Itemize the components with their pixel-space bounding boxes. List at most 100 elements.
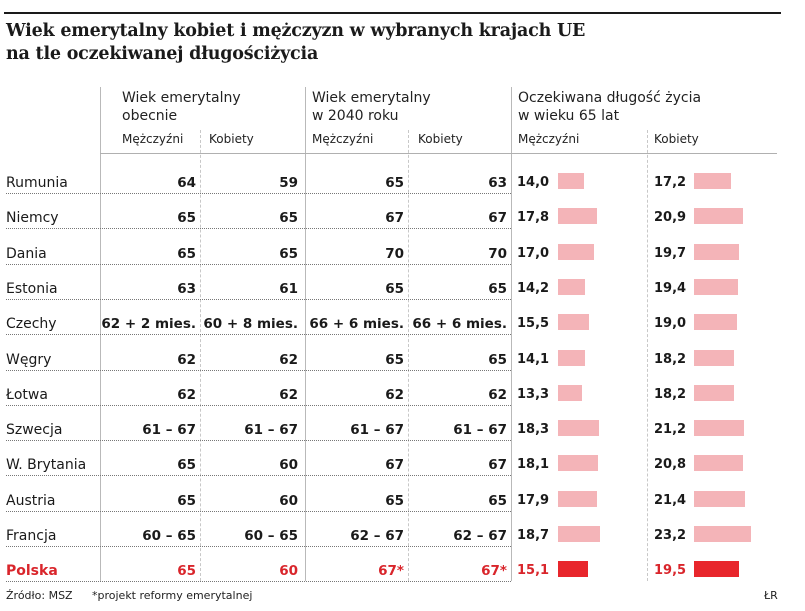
life-expectancy-men-bar	[558, 243, 595, 260]
retirement-age-women-current: 60 – 65	[244, 528, 298, 544]
life-expectancy-men-value: 15,5	[517, 316, 550, 332]
life-expectancy-women-value: 20,8	[654, 457, 687, 473]
life-expectancy-men-value: 14,0	[517, 175, 550, 190]
chart-title-line-1: Wiek emerytalny kobiet i mężczyzn w wybr…	[6, 21, 586, 41]
row-leader	[6, 475, 511, 477]
table-row: Łotwa 62 62 62 62 13,3 18,2	[0, 384, 805, 421]
table-row: Czechy 62 + 2 mies. 60 + 8 mies. 66 + 6 mie…	[0, 314, 805, 350]
retirement-age-men-current: 63	[177, 280, 196, 297]
retirement-age-women-2040: 61 – 67	[453, 422, 507, 439]
retirement-age-women-current: 62	[279, 386, 298, 403]
row-leader	[6, 193, 511, 194]
retirement-age-men-2040: 65	[385, 492, 404, 509]
life-expectancy-women-bar	[694, 208, 744, 225]
life-expectancy-women-bar	[694, 349, 735, 366]
chart-title: Wiek emerytalny kobiet i mężczyzn w wybr…	[6, 20, 776, 66]
country-name: Węgry	[6, 351, 52, 368]
retirement-age-women-2040: 65	[488, 280, 507, 297]
chart-title-line-2: na tle oczekiwanej długościżycia	[6, 44, 319, 64]
retirement-age-men-2040: 62	[385, 386, 404, 403]
retirement-age-men-current: 62	[177, 386, 196, 403]
group-header-2040: Wiek emerytalny w 2040 roku	[312, 89, 431, 125]
retirement-age-men-2040: 65	[385, 351, 404, 368]
row-leader	[6, 263, 511, 265]
retirement-age-women-2040: 66 + 6 mies.	[412, 316, 507, 333]
retirement-age-women-current: 62	[279, 351, 298, 368]
life-expectancy-men-value: 14,1	[517, 351, 550, 367]
table-row: Francja 60 – 65 60 – 65 62 – 67 62 – 67 18,7 2…	[0, 526, 805, 562]
life-expectancy-men-value: 18,7	[517, 528, 550, 543]
retirement-age-women-current: 60	[279, 563, 298, 580]
life-expectancy-men-bar	[558, 208, 597, 225]
retirement-age-women-current: 60	[279, 492, 298, 509]
life-expectancy-men-bar	[558, 420, 599, 437]
table-row: W. Brytania 65 60 67 67 18,1 20,8	[0, 455, 805, 491]
country-name: Polska	[6, 563, 58, 580]
row-leader	[6, 404, 511, 406]
retirement-age-men-2040: 65	[385, 175, 404, 191]
row-leader	[6, 228, 511, 230]
row-leader	[6, 510, 511, 512]
column-divider	[511, 87, 512, 581]
life-expectancy-women-bar	[694, 420, 745, 437]
retirement-age-women-2040: 67	[488, 210, 507, 227]
life-expectancy-women-value: 19,4	[654, 280, 687, 296]
life-expectancy-men-value: 14,2	[517, 280, 550, 296]
column-divider	[100, 87, 101, 581]
retirement-age-women-current: 59	[279, 175, 298, 191]
column-divider	[408, 130, 409, 581]
life-expectancy-women-bar	[694, 490, 745, 507]
group-header-current-line-1: Wiek emerytalny	[122, 90, 241, 106]
life-expectancy-women-value: 21,4	[654, 492, 687, 508]
country-name: W. Brytania	[6, 457, 87, 474]
group-header-2040-line-2: w 2040 roku	[312, 108, 399, 124]
group-header-life-line-2: w wieku 65 lat	[518, 108, 620, 124]
retirement-age-men-2040: 62 – 67	[350, 528, 404, 544]
country-name: Austria	[6, 492, 56, 509]
retirement-age-women-2040: 67*	[481, 563, 507, 580]
retirement-age-men-2040: 67*	[378, 563, 404, 580]
table-row: Austria 65 60 65 65 17,9 21,4	[0, 490, 805, 527]
subheader-women-current: Kobiety	[209, 132, 254, 146]
footer-note: *projekt reformy emerytalnej	[92, 589, 253, 602]
life-expectancy-men-value: 18,3	[517, 422, 550, 438]
group-header-life-expectancy: Oczekiwana długość życia w wieku 65 lat	[518, 89, 701, 125]
country-name: Szwecja	[6, 422, 63, 439]
life-expectancy-women-value: 19,5	[654, 563, 687, 579]
table-row: Węgry 62 62 65 65 14,1 18,2	[0, 349, 805, 386]
life-expectancy-women-bar	[694, 526, 751, 542]
column-divider	[200, 130, 201, 581]
life-expectancy-men-bar	[558, 455, 598, 472]
retirement-age-women-current: 60	[279, 457, 298, 474]
group-header-life-line-1: Oczekiwana długość życia	[518, 90, 702, 106]
table-row: Estonia 63 61 65 65 14,2 19,4	[0, 278, 805, 315]
retirement-age-women-2040: 70	[488, 245, 507, 262]
top-rule	[4, 12, 781, 14]
retirement-age-men-2040: 61 – 67	[350, 422, 404, 439]
life-expectancy-men-bar	[558, 314, 590, 331]
subheader-men-current: Mężczyźni	[122, 132, 184, 146]
retirement-age-women-2040: 62 – 67	[453, 528, 507, 544]
group-header-current: Wiek emerytalny obecnie	[122, 89, 241, 125]
life-expectancy-men-value: 15,1	[517, 563, 550, 579]
life-expectancy-women-bar	[694, 384, 735, 401]
life-expectancy-women-value: 20,9	[654, 210, 687, 226]
country-name: Niemcy	[6, 210, 59, 227]
retirement-age-women-current: 65	[279, 245, 298, 262]
retirement-age-men-2040: 65	[385, 280, 404, 297]
country-name: Rumunia	[6, 175, 68, 191]
table-row: Polska 65 60 67* 67* 15,1 19,5	[0, 561, 805, 597]
retirement-age-women-current: 65	[279, 210, 298, 227]
life-expectancy-women-bar	[694, 173, 731, 189]
retirement-age-women-2040: 65	[488, 492, 507, 509]
country-name: Estonia	[6, 280, 58, 297]
retirement-age-men-2040: 66 + 6 mies.	[309, 316, 404, 333]
life-expectancy-men-bar	[558, 561, 589, 578]
country-name: Francja	[6, 528, 57, 544]
life-expectancy-men-bar	[558, 490, 598, 507]
life-expectancy-women-bar	[694, 455, 743, 472]
table-row: Rumunia 64 59 65 63 14,0 17,2	[0, 173, 805, 209]
life-expectancy-men-bar	[558, 384, 583, 401]
retirement-age-men-2040: 70	[385, 245, 404, 262]
column-divider	[305, 87, 306, 581]
